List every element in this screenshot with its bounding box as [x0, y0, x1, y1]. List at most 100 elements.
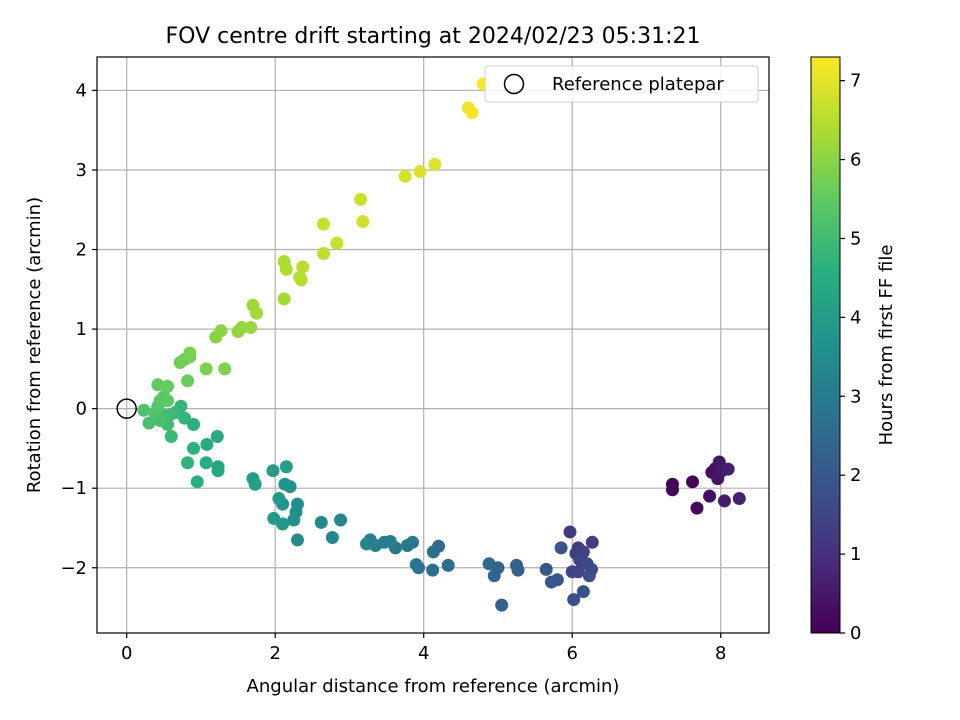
data-point: [151, 378, 165, 392]
data-point: [244, 320, 258, 334]
x-axis-ticks: 0 2 4 6 8: [121, 633, 726, 664]
colorbar: 0 1 2 3 4 5 6 7 Hours from first FF file: [810, 56, 897, 644]
y-axis-ticks: −2 −1 0 1 2 3 4: [60, 80, 97, 579]
data-point: [360, 537, 374, 551]
data-point: [563, 525, 577, 539]
data-point: [721, 462, 735, 476]
data-point: [426, 545, 440, 559]
data-point: [314, 515, 328, 529]
y-tick-label: −1: [60, 478, 87, 499]
data-point: [539, 562, 553, 576]
data-point: [554, 541, 568, 555]
data-point: [190, 475, 204, 489]
data-point: [703, 489, 717, 503]
data-point: [181, 456, 195, 470]
data-point: [426, 563, 440, 577]
data-point: [325, 531, 339, 545]
data-point: [178, 411, 192, 425]
y-tick-label: −2: [60, 558, 87, 579]
y-tick-label: 4: [76, 80, 87, 101]
reference-marker: [116, 398, 137, 419]
plot-frame: [96, 56, 770, 634]
data-point: [441, 558, 455, 572]
colorbar-tick-label: 2: [850, 465, 861, 486]
data-point: [248, 477, 262, 491]
x-tick-label: 6: [566, 643, 577, 664]
data-point: [294, 273, 308, 287]
data-point: [409, 558, 423, 572]
legend-box: [484, 65, 759, 103]
x-tick-label: 8: [715, 643, 726, 664]
data-point: [287, 513, 301, 527]
colorbar-tick-label: 4: [850, 307, 861, 328]
legend-marker-icon: [503, 73, 525, 95]
data-point: [161, 379, 175, 393]
colorbar-ticks: 0 1 2 3 4 5 6 7: [840, 71, 861, 644]
y-axis-label: Rotation from reference (arcmin): [24, 197, 45, 493]
data-point: [279, 460, 293, 474]
colorbar-tick-label: 6: [850, 150, 861, 171]
data-point: [398, 169, 412, 183]
data-point: [199, 362, 213, 376]
data-point: [482, 557, 496, 571]
data-point: [400, 538, 414, 552]
colorbar-tick-label: 0: [850, 623, 861, 644]
data-point: [316, 217, 330, 231]
data-point: [211, 464, 225, 478]
data-point: [717, 494, 731, 508]
data-point: [214, 324, 228, 338]
data-point: [582, 569, 596, 583]
colorbar-tick-label: 7: [850, 71, 861, 92]
data-point: [585, 535, 599, 549]
data-point: [510, 558, 524, 572]
data-point: [544, 575, 558, 589]
legend-label: Reference platepar: [552, 74, 724, 95]
x-tick-label: 2: [269, 643, 280, 664]
data-point: [334, 513, 348, 527]
x-tick-label: 4: [418, 643, 429, 664]
data-point: [272, 492, 286, 506]
data-point: [199, 456, 213, 470]
y-tick-label: 1: [76, 319, 87, 340]
data-point: [142, 416, 156, 430]
colorbar-label: Hours from first FF file: [876, 245, 897, 446]
y-tick-label: 2: [76, 240, 87, 261]
data-point: [356, 215, 370, 229]
colorbar-tick-label: 1: [850, 544, 861, 565]
x-tick-label: 0: [121, 643, 132, 664]
data-point: [137, 403, 151, 417]
data-point: [690, 501, 704, 515]
data-point: [210, 429, 224, 443]
data-point: [686, 475, 700, 489]
data-point: [250, 306, 264, 320]
data-point: [354, 192, 368, 206]
data-point: [465, 106, 479, 120]
data-point: [428, 157, 442, 171]
y-tick-label: 3: [76, 160, 87, 181]
y-tick-label: 0: [76, 399, 87, 420]
data-point: [181, 374, 195, 388]
data-point: [413, 165, 427, 179]
reference-point: [116, 398, 137, 419]
data-point: [487, 569, 501, 583]
data-point: [296, 260, 310, 274]
colorbar-tick-label: 3: [850, 386, 861, 407]
chart-title: FOV centre drift starting at 2024/02/23 …: [166, 24, 701, 49]
data-point: [732, 492, 746, 506]
data-point: [279, 262, 293, 276]
data-point: [218, 362, 232, 376]
colorbar-tick-label: 5: [850, 228, 861, 249]
data-point: [266, 464, 280, 478]
data-point: [571, 565, 585, 579]
colorbar-gradient: [810, 56, 841, 634]
data-point: [330, 236, 344, 250]
data-point: [576, 585, 590, 599]
data-point: [164, 429, 178, 443]
legend: Reference platepar: [484, 65, 759, 103]
data-point: [277, 292, 291, 306]
data-point: [187, 441, 201, 455]
data-point: [161, 394, 175, 408]
data-point: [235, 320, 249, 334]
data-point: [183, 346, 197, 360]
